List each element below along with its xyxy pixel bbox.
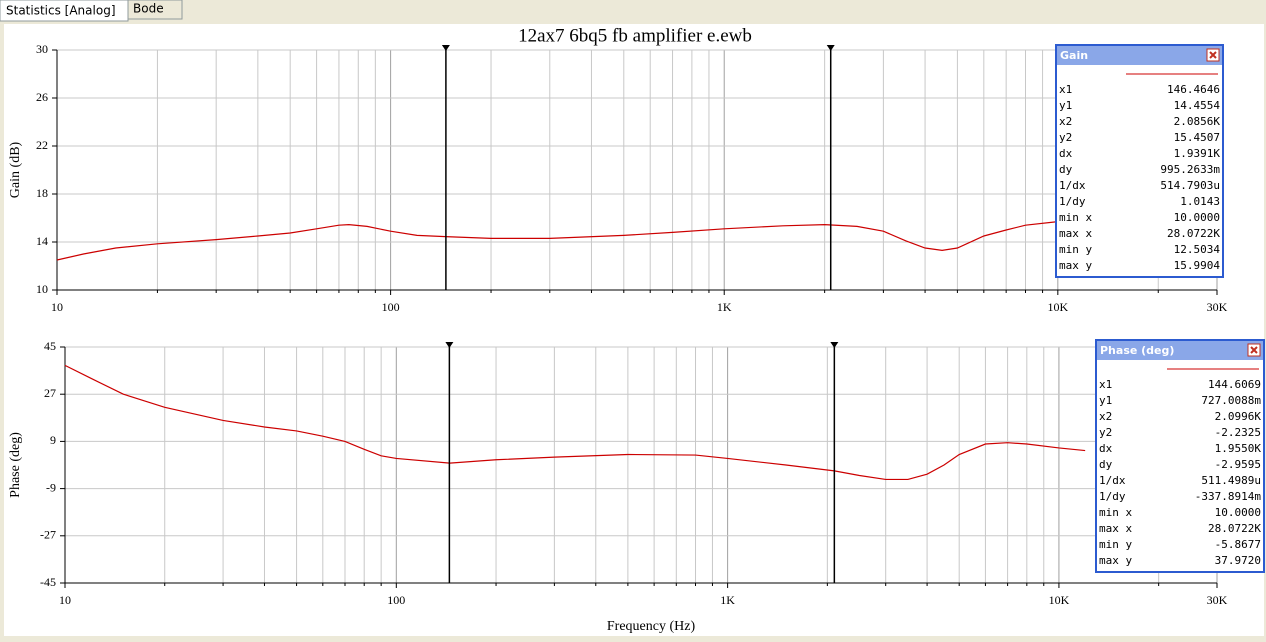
readout-key: x1 xyxy=(1059,83,1072,96)
x-tick-label: 100 xyxy=(387,593,405,607)
y-tick-label: 30 xyxy=(36,42,48,56)
cursor-handle[interactable] xyxy=(441,45,450,51)
readout-key: 1/dy xyxy=(1099,490,1126,503)
readout-value: 37.9720 xyxy=(1215,554,1261,567)
readout-value: 2.0856K xyxy=(1174,115,1221,128)
x-tick-label: 10K xyxy=(1047,300,1068,314)
readout-title: Gain xyxy=(1060,49,1088,62)
y-tick-label: -27 xyxy=(40,528,56,542)
readout-key: max y xyxy=(1059,259,1092,272)
readout-value: 1.0143 xyxy=(1180,195,1220,208)
readout-key: min x xyxy=(1099,506,1132,519)
y-tick-label: 10 xyxy=(36,282,48,296)
x-tick-label: 30K xyxy=(1207,300,1228,314)
readout-key: x2 xyxy=(1059,115,1072,128)
readout-value: 14.4554 xyxy=(1174,99,1221,112)
readout-value: -2.9595 xyxy=(1215,458,1261,471)
y-tick-label: 27 xyxy=(44,386,56,400)
y-tick-label: 26 xyxy=(36,90,48,104)
readout-key: dx xyxy=(1059,147,1073,160)
readout-key: min y xyxy=(1099,538,1132,551)
readout-key: max x xyxy=(1059,227,1092,240)
y-axis-label: Gain (dB) xyxy=(8,141,23,198)
readout-titlebar xyxy=(1097,341,1263,360)
cursor-handle[interactable] xyxy=(826,45,835,51)
x-axis-label: Frequency (Hz) xyxy=(607,619,696,634)
readout-value: 144.6069 xyxy=(1208,378,1261,391)
tab-label[interactable]: Bode xyxy=(133,2,164,16)
y-axis-label: Phase (deg) xyxy=(8,432,23,498)
y-tick-label: 18 xyxy=(36,186,48,200)
x-tick-label: 100 xyxy=(382,300,400,314)
readout-value: 514.7903u xyxy=(1160,179,1220,192)
readout-titlebar xyxy=(1057,46,1222,65)
readout-key: y2 xyxy=(1099,426,1112,439)
readout-value: 28.0722K xyxy=(1167,227,1220,240)
y-tick-label: 22 xyxy=(36,138,48,152)
readout-key: 1/dx xyxy=(1059,179,1086,192)
readout-value: 12.5034 xyxy=(1174,243,1221,256)
readout-key: min y xyxy=(1059,243,1092,256)
plot-area xyxy=(4,24,1264,636)
series-line xyxy=(56,218,1085,261)
y-tick-label: 45 xyxy=(44,339,56,353)
readout-key: dx xyxy=(1099,442,1113,455)
readout-key: dy xyxy=(1099,458,1113,471)
readout-value: 10.0000 xyxy=(1174,211,1220,224)
readout-value: 995.2633m xyxy=(1160,163,1220,176)
readout-value: 15.4507 xyxy=(1174,131,1220,144)
y-tick-label: -45 xyxy=(40,575,56,589)
readout-panel xyxy=(1055,44,1224,278)
close-icon[interactable] xyxy=(1250,346,1258,354)
series-line xyxy=(64,364,1086,481)
tab[interactable] xyxy=(127,0,183,20)
readout-value: 511.4989u xyxy=(1201,474,1261,487)
readout-value: -2.2325 xyxy=(1215,426,1261,439)
readout-key: y1 xyxy=(1099,394,1112,407)
tab-label[interactable]: Statistics [Analog] xyxy=(6,4,116,18)
readout-value: 1.9550K xyxy=(1215,442,1262,455)
x-tick-label: 30K xyxy=(1207,593,1228,607)
y-tick-label: 9 xyxy=(50,433,56,447)
cursor-handle[interactable] xyxy=(445,342,454,348)
readout-value: 146.4646 xyxy=(1167,83,1220,96)
close-icon[interactable] xyxy=(1209,51,1217,59)
readout-value: 1.9391K xyxy=(1174,147,1221,160)
cursor-handle[interactable] xyxy=(830,342,839,348)
readout-title: Phase (deg) xyxy=(1100,344,1174,357)
readout-value: -337.8914m xyxy=(1195,490,1262,503)
readout-key: min x xyxy=(1059,211,1092,224)
readout-key: max y xyxy=(1099,554,1132,567)
readout-value: 727.0088m xyxy=(1201,394,1261,407)
x-tick-label: 1K xyxy=(720,593,735,607)
readout-value: 15.9904 xyxy=(1174,259,1221,272)
readout-key: x2 xyxy=(1099,410,1112,423)
readout-value: 28.0722K xyxy=(1208,522,1261,535)
readout-key: y1 xyxy=(1059,99,1072,112)
x-tick-label: 10 xyxy=(51,300,63,314)
readout-key: dy xyxy=(1059,163,1073,176)
readout-key: x1 xyxy=(1099,378,1112,391)
readout-value: 10.0000 xyxy=(1215,506,1261,519)
x-tick-label: 1K xyxy=(717,300,732,314)
readout-value: -5.8677 xyxy=(1215,538,1261,551)
x-tick-label: 10K xyxy=(1049,593,1070,607)
x-tick-label: 10 xyxy=(59,593,71,607)
y-tick-label: 14 xyxy=(36,234,48,248)
readout-key: 1/dx xyxy=(1099,474,1126,487)
y-tick-label: -9 xyxy=(46,480,56,494)
readout-key: 1/dy xyxy=(1059,195,1086,208)
chart-title: 12ax7 6bq5 fb amplifier e.ewb xyxy=(518,25,752,46)
readout-value: 2.0996K xyxy=(1215,410,1262,423)
readout-key: max x xyxy=(1099,522,1132,535)
readout-key: y2 xyxy=(1059,131,1072,144)
readout-panel xyxy=(1095,339,1265,573)
